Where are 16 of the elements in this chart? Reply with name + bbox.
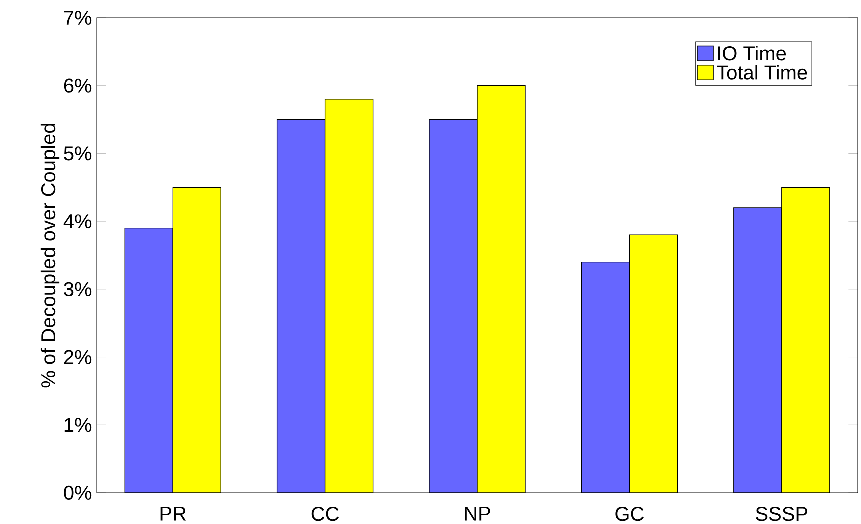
- y-tick-label: 3%: [64, 282, 92, 296]
- x-tick-label: PR: [160, 507, 186, 521]
- y-tick-label: 7%: [64, 11, 92, 25]
- y-axis-title: % of Decoupled over Coupled: [40, 124, 60, 388]
- x-tick-label: SSSP: [756, 507, 808, 522]
- y-tick-label: 4%: [64, 214, 92, 229]
- legend-label: Total Time: [717, 65, 808, 80]
- y-tick-label: 2%: [64, 350, 92, 364]
- x-tick-label: CC: [312, 507, 339, 522]
- x-tick-label: NP: [465, 507, 490, 521]
- legend-label: IO Time: [718, 46, 786, 61]
- y-tick-label: 6%: [64, 78, 92, 93]
- y-tick-label: 5%: [64, 146, 92, 161]
- x-tick-label: GC: [616, 507, 644, 522]
- y-tick-label: 0%: [64, 486, 92, 500]
- y-tick-label: 1%: [64, 418, 92, 432]
